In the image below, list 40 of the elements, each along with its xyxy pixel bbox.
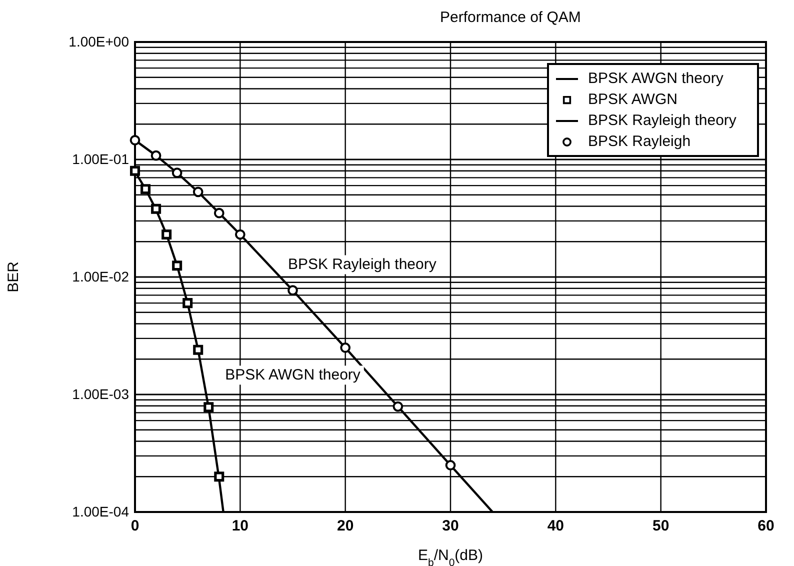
legend-label: BPSK AWGN	[588, 90, 678, 108]
point	[445, 460, 456, 470]
point	[140, 184, 151, 194]
point	[130, 135, 140, 146]
point	[130, 166, 140, 176]
x-tick-label: 40	[547, 518, 564, 535]
point	[340, 342, 351, 353]
x-tick-label: 60	[758, 518, 774, 535]
annotation: BPSK AWGN theory	[225, 366, 361, 384]
y-tick-label: 1.00E+00	[68, 33, 130, 50]
y-tick-label: 1.00E-02	[72, 268, 130, 284]
point	[150, 150, 162, 161]
legend-label: BPSK Rayleigh theory	[588, 112, 737, 129]
chart-title: Performance of QAM	[440, 9, 581, 26]
point	[172, 260, 182, 271]
point	[182, 298, 193, 308]
point	[392, 401, 404, 412]
x-tick-label: 10	[232, 518, 249, 535]
point	[162, 229, 172, 240]
x-tick-label: 50	[652, 518, 670, 535]
x-tick-label: 20	[336, 518, 354, 535]
point	[234, 229, 246, 240]
x-tick-label: 0	[130, 518, 140, 535]
point	[214, 472, 224, 482]
point	[151, 204, 162, 214]
point	[192, 186, 204, 198]
legend-label: BPSK AWGN theory	[588, 70, 724, 87]
legend-label: BPSK Rayleigh	[588, 132, 691, 150]
x-tick-label: 30	[442, 518, 459, 535]
point	[214, 208, 224, 218]
y-tick-label: 1.00E-04	[72, 503, 130, 520]
y-axis-title: BER	[5, 261, 22, 292]
point	[172, 168, 182, 178]
x-axis-title: E$_{b}$/N$_{0}$(dB)	[418, 547, 484, 566]
y-tick-label: 1.00E-03	[72, 386, 130, 402]
point	[193, 344, 204, 355]
y-tick-label: 1.00E-01	[72, 150, 130, 167]
point	[204, 402, 214, 412]
annotation: BPSK Rayleigh theory	[288, 256, 437, 274]
point	[288, 285, 298, 296]
